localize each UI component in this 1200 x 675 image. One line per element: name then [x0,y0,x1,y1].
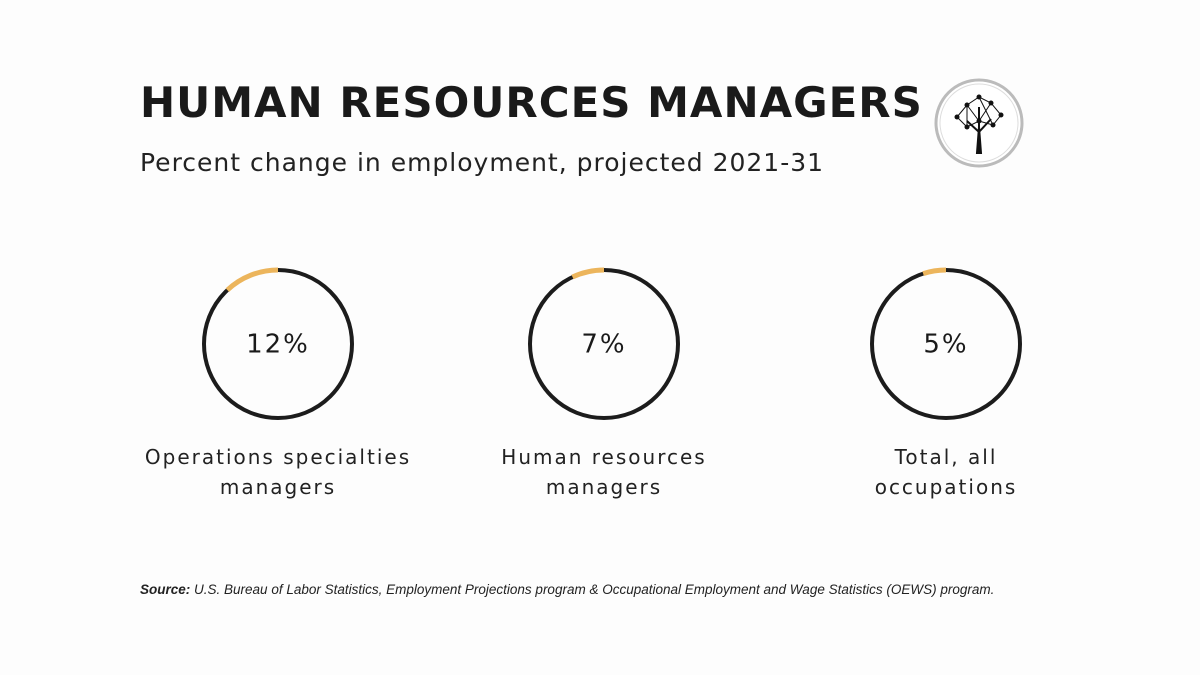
source-text: U.S. Bureau of Labor Statistics, Employm… [194,582,995,597]
value-label: 7% [581,330,626,360]
logo [934,78,1024,168]
chart-subtitle: Percent change in employment, projected … [140,148,825,177]
value-label: 12% [246,330,310,360]
chart-title: HUMAN RESOURCES MANAGERS [140,78,923,127]
source-note: Source: U.S. Bureau of Labor Statistics,… [140,582,994,597]
ring-arc [571,267,605,280]
category-label: Operations specialties managers [144,445,412,499]
ring-arc [225,267,279,292]
ring-arc [922,267,947,277]
category-label: Human resources managers [501,445,707,499]
category-label: Total, all occupations [874,445,1018,499]
source-label: Source: [140,582,191,597]
value-label: 5% [923,330,968,360]
